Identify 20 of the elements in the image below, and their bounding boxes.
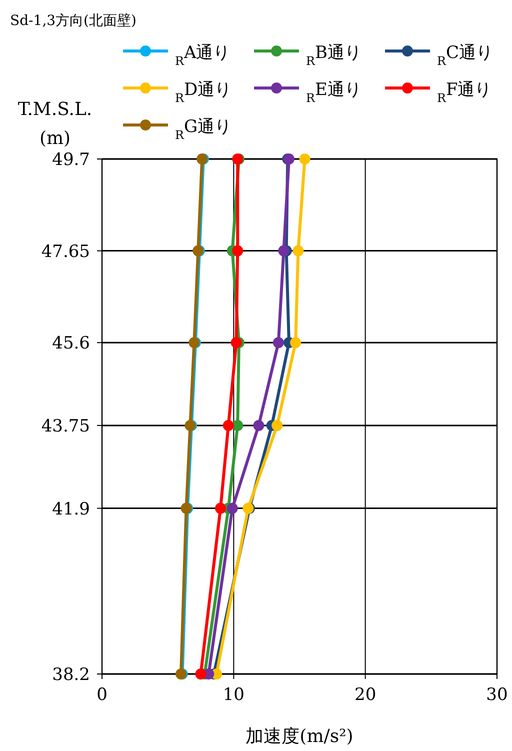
y-tick-label: 41.9	[52, 499, 90, 520]
y-tick-label: 49.7	[52, 150, 90, 170]
chart-title: Sd-1,3方向(北面壁)	[10, 13, 136, 29]
x-tick-label: 20	[354, 685, 376, 705]
x-tick-label: 30	[486, 685, 508, 705]
legend-label: $_{R}$F通り	[437, 80, 492, 105]
y-tick-label: 47.65	[41, 242, 90, 262]
y-tick-label: 45.6	[52, 334, 90, 354]
y-axis-title: T.M.S.L. (m)	[18, 99, 92, 149]
y-tick-label: 43.75	[41, 416, 90, 436]
legend-label: $_{R}$C通り	[437, 43, 493, 68]
y-tick-label: 38.2	[52, 665, 90, 685]
x-axis-title: 加速度(m/s²)	[246, 726, 354, 747]
legend-label: $_{R}$G通り	[175, 117, 232, 142]
x-tick-label: 10	[222, 685, 244, 705]
x-tick-label: 0	[96, 685, 108, 705]
legend-label: $_{R}$E通り	[306, 80, 362, 105]
legend-label: $_{R}$A通り	[175, 43, 230, 68]
legend-label: $_{R}$D通り	[175, 80, 232, 105]
legend-label: $_{R}$B通り	[306, 43, 362, 68]
